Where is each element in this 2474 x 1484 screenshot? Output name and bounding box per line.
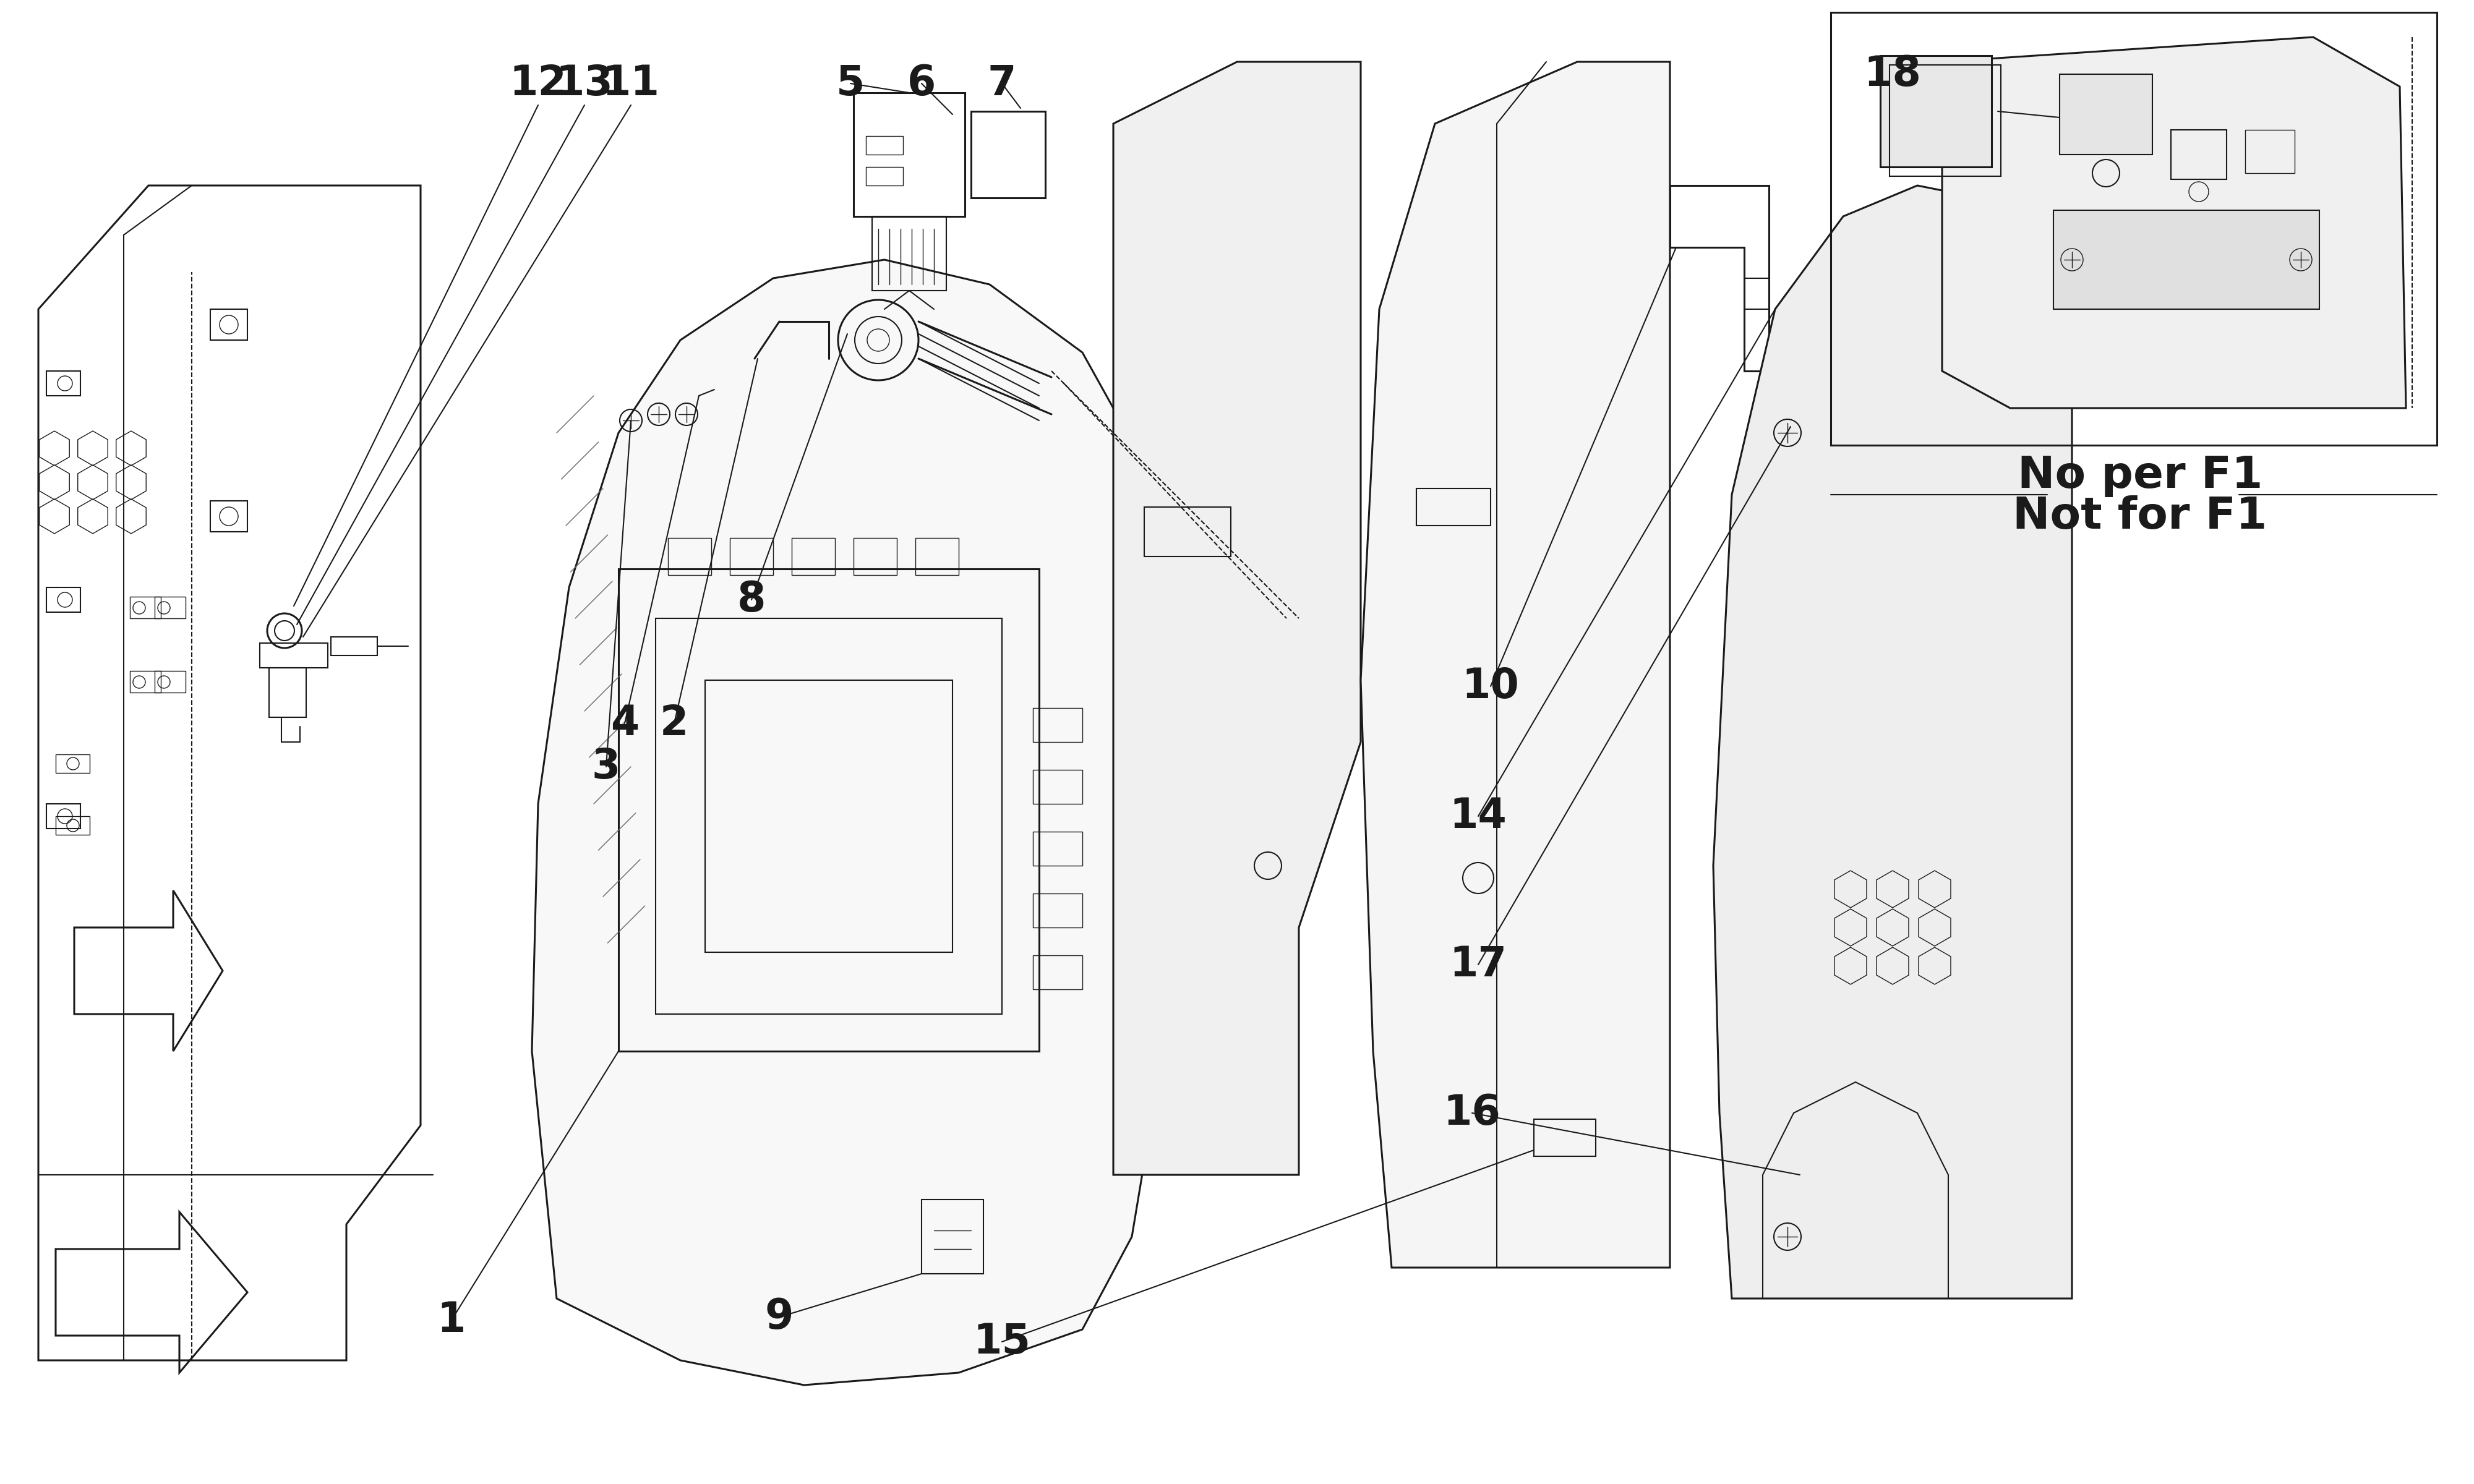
Text: 14: 14 bbox=[1450, 795, 1507, 837]
Bar bbox=[792, 537, 836, 574]
Text: 2: 2 bbox=[661, 703, 688, 743]
Polygon shape bbox=[1113, 62, 1361, 1175]
Polygon shape bbox=[532, 260, 1175, 1385]
Text: Not for F1: Not for F1 bbox=[2014, 496, 2266, 537]
Text: 3: 3 bbox=[591, 746, 621, 787]
Bar bbox=[854, 537, 896, 574]
Text: 7: 7 bbox=[987, 62, 1017, 104]
Text: 16: 16 bbox=[1442, 1092, 1502, 1134]
Bar bbox=[730, 537, 772, 574]
Text: 5: 5 bbox=[836, 62, 866, 104]
Bar bbox=[1034, 708, 1084, 742]
Polygon shape bbox=[1361, 62, 1670, 1267]
Bar bbox=[915, 537, 960, 574]
Text: 6: 6 bbox=[908, 62, 935, 104]
Bar bbox=[1034, 831, 1084, 865]
Bar bbox=[1143, 508, 1232, 556]
Bar bbox=[1034, 893, 1084, 927]
Text: 1: 1 bbox=[438, 1300, 465, 1340]
Text: 12: 12 bbox=[510, 62, 567, 104]
Bar bbox=[668, 537, 713, 574]
Text: 11: 11 bbox=[601, 62, 661, 104]
Bar bbox=[1034, 770, 1084, 804]
Polygon shape bbox=[1942, 37, 2405, 408]
Text: 8: 8 bbox=[737, 579, 767, 620]
Bar bbox=[1415, 488, 1489, 525]
Text: 4: 4 bbox=[611, 703, 638, 743]
Bar bbox=[1034, 956, 1084, 990]
Polygon shape bbox=[2053, 211, 2321, 309]
Polygon shape bbox=[1880, 55, 1992, 166]
Bar bbox=[1831, 12, 2437, 445]
Text: 15: 15 bbox=[972, 1321, 1032, 1362]
Polygon shape bbox=[1712, 186, 2073, 1298]
Polygon shape bbox=[2058, 74, 2152, 154]
Text: No per F1: No per F1 bbox=[2016, 454, 2264, 497]
Bar bbox=[866, 166, 903, 186]
Text: 18: 18 bbox=[1863, 53, 1922, 95]
Text: 17: 17 bbox=[1450, 944, 1507, 985]
Bar bbox=[866, 137, 903, 154]
Text: 9: 9 bbox=[764, 1297, 794, 1337]
Text: 10: 10 bbox=[1462, 666, 1519, 706]
Bar bbox=[705, 680, 952, 953]
Text: 13: 13 bbox=[557, 62, 614, 104]
